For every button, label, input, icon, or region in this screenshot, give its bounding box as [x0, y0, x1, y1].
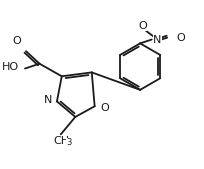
Text: N: N — [44, 95, 52, 105]
Text: CH: CH — [54, 136, 70, 146]
Text: N: N — [153, 34, 162, 44]
Text: 3: 3 — [66, 138, 71, 147]
Text: O: O — [176, 33, 185, 43]
Text: O: O — [12, 36, 21, 46]
Text: O: O — [139, 21, 147, 31]
Text: HO: HO — [2, 62, 19, 72]
Text: O: O — [100, 103, 109, 113]
